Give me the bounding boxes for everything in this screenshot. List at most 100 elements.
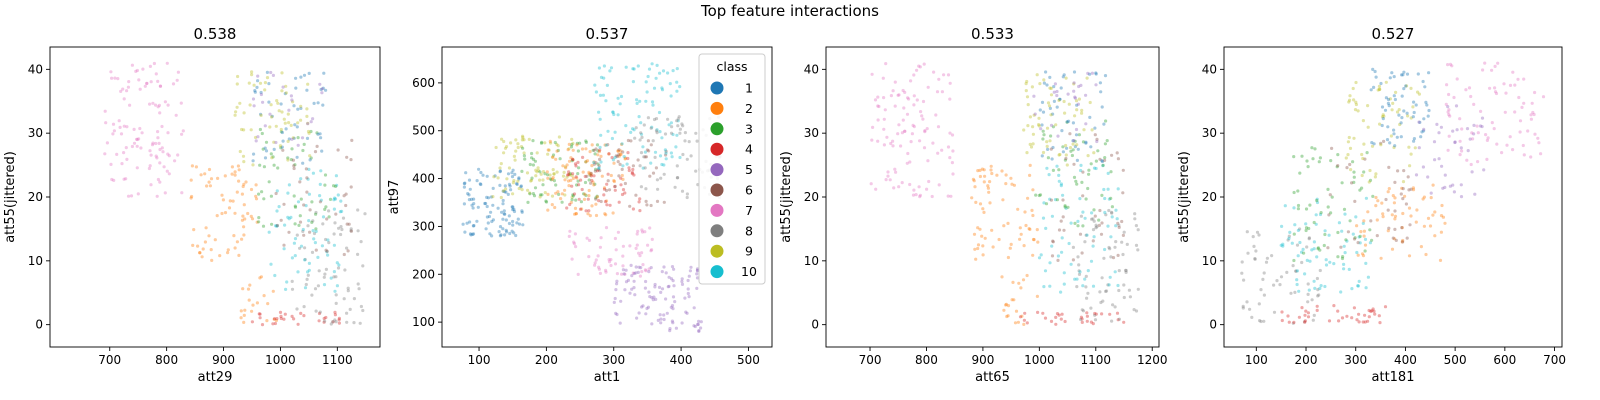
scatter-point — [1280, 318, 1284, 323]
scatter-point — [154, 141, 158, 146]
y-tick-label: 10 — [28, 254, 43, 268]
scatter-point — [613, 262, 618, 266]
scatter-point — [1440, 164, 1444, 168]
scatter-point — [1298, 227, 1302, 231]
scatter-point — [485, 204, 489, 209]
scatter-point — [1362, 229, 1366, 233]
scatter-point — [1388, 97, 1392, 101]
scatter-point — [1363, 320, 1367, 324]
scatter-point — [1348, 98, 1352, 102]
scatter-point — [1058, 97, 1062, 101]
scatter-point — [1054, 315, 1058, 319]
scatter-point — [588, 150, 592, 154]
scatter-point — [658, 313, 662, 317]
scatter-point — [1085, 296, 1089, 300]
scatter-point — [272, 317, 277, 321]
scatter-point — [559, 197, 563, 201]
scatter-point — [981, 244, 985, 248]
scatter-point — [662, 200, 666, 204]
scatter-point — [1074, 179, 1078, 183]
scatter-point — [1352, 180, 1356, 184]
scatter-point — [1078, 232, 1083, 236]
scatter-point — [295, 125, 299, 129]
scatter-point — [337, 226, 341, 230]
scatter-point — [597, 149, 602, 154]
scatter-point — [697, 329, 701, 333]
scatter-point — [1030, 208, 1034, 212]
scatter-point — [1090, 128, 1094, 132]
scatter-point — [1134, 243, 1139, 247]
scatter-point — [287, 217, 291, 221]
scatter-point — [345, 320, 349, 324]
scatter-point — [1400, 240, 1404, 244]
scatter-point — [1423, 85, 1427, 89]
scatter-point — [1289, 291, 1293, 295]
scatter-point — [612, 179, 616, 183]
scatter-point — [1275, 279, 1279, 283]
scatter-point — [1009, 176, 1013, 180]
scatter-point — [1045, 140, 1049, 144]
scatter-point — [676, 117, 680, 121]
scatter-point — [1496, 61, 1500, 65]
scatter-point — [1051, 240, 1055, 244]
scatter-point — [1368, 228, 1372, 232]
scatter-point — [1064, 143, 1068, 148]
scatter-point — [116, 77, 120, 81]
scatter-point — [280, 130, 284, 135]
scatter-point — [119, 89, 123, 93]
scatter-point — [884, 62, 888, 66]
scatter-point — [619, 183, 623, 187]
scatter-point — [1388, 76, 1392, 80]
scatter-point — [566, 148, 570, 152]
scatter-point — [1323, 229, 1327, 233]
scatter-point — [1407, 206, 1412, 210]
scatter-point — [1404, 84, 1409, 88]
scatter-point — [147, 166, 151, 171]
scatter-point — [1065, 146, 1069, 150]
scatter-point — [296, 200, 301, 204]
scatter-point — [578, 141, 582, 145]
scatter-point — [914, 193, 918, 197]
scatter-point — [345, 155, 349, 159]
scatter-point — [1052, 85, 1056, 89]
scatter-point — [937, 183, 941, 187]
scatter-point — [574, 164, 578, 168]
scatter-point — [1080, 308, 1084, 312]
scatter-point — [321, 86, 325, 90]
scatter-point — [891, 89, 895, 93]
scatter-point — [220, 193, 224, 197]
scatter-point — [1379, 256, 1383, 260]
scatter-point — [636, 270, 640, 274]
scatter-point — [641, 145, 645, 149]
scatter-point — [117, 119, 121, 123]
scatter-point — [484, 227, 488, 231]
scatter-point — [1411, 115, 1415, 119]
scatter-point — [1104, 213, 1108, 217]
scatter-point — [1099, 90, 1103, 94]
scatter-point — [613, 155, 617, 160]
scatter-point — [1356, 109, 1360, 113]
scatter-point — [567, 147, 571, 151]
scatter-point — [345, 222, 349, 226]
scatter-point — [295, 155, 299, 159]
scatter-point — [663, 148, 668, 152]
scatter-point — [604, 268, 608, 272]
scatter-point — [571, 172, 575, 176]
scatter-point — [645, 90, 649, 94]
legend-label: 5 — [745, 162, 753, 177]
scatter-point — [270, 222, 274, 226]
scatter-point — [655, 63, 659, 67]
scatter-point — [296, 121, 300, 125]
y-axis-label: att55(jittered) — [779, 151, 794, 243]
scatter-point — [516, 217, 520, 221]
scatter-point — [1392, 237, 1397, 241]
y-tick-label: 500 — [412, 124, 435, 138]
scatter-point — [1411, 105, 1415, 109]
scatter-point — [1084, 141, 1088, 145]
y-tick-label: 20 — [28, 190, 43, 204]
scatter-point — [319, 198, 323, 202]
scatter-point — [349, 229, 353, 233]
scatter-point — [694, 169, 698, 173]
scatter-point — [567, 170, 571, 174]
scatter-point — [593, 152, 597, 156]
